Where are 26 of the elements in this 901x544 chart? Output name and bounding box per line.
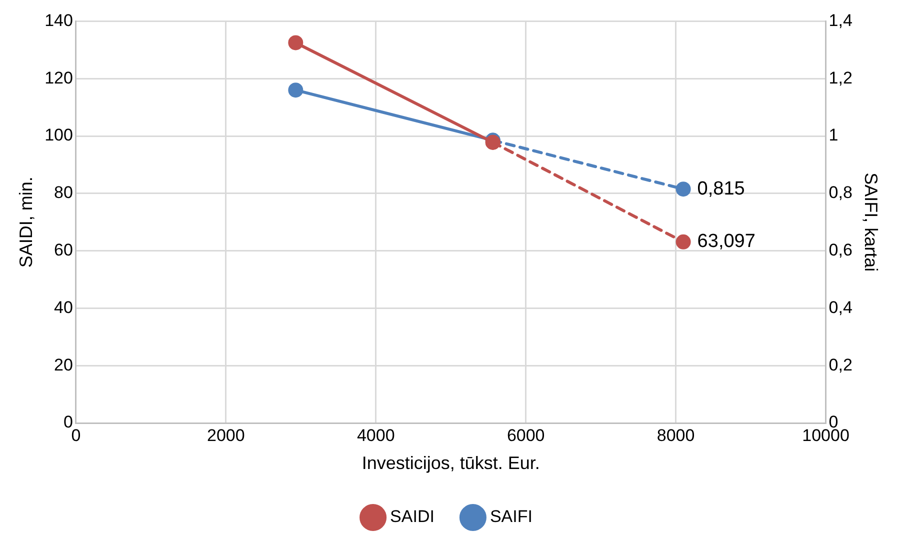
y2-tick-label: 0,8 [828, 183, 852, 202]
data-label: 63,097 [697, 231, 756, 252]
x-tick-label: 6000 [506, 426, 545, 445]
legend-label: SAIDI [390, 507, 434, 526]
legend-label: SAIFI [490, 507, 532, 526]
y2-tick-label: 1,2 [828, 68, 852, 88]
y-tick-label: 40 [54, 298, 73, 317]
y2-tick-label: 1 [828, 126, 838, 145]
y-axis-title: SAIDI, min. [16, 176, 36, 268]
y-tick-label: 100 [44, 126, 73, 145]
y2-axis-title: SAIFI, kartai [861, 172, 882, 272]
y-tick-label: 140 [44, 10, 73, 30]
y2-tick-label: 1,4 [828, 10, 852, 30]
x-tick-label: 4000 [356, 426, 395, 445]
y2-tick-label: 0,4 [828, 298, 852, 317]
y-tick-label: 80 [54, 183, 73, 202]
y-tick-label: 0 [63, 412, 73, 432]
y-tick-label: 60 [54, 240, 73, 260]
y-tick-label: 20 [54, 355, 73, 374]
x-axis-title: Investicijos, tūkst. Eur. [362, 453, 540, 474]
y2-tick-label: 0,2 [828, 355, 852, 374]
x-tick-label: 2000 [207, 426, 245, 445]
y-tick-label: 120 [44, 68, 73, 88]
data-label: 0,815 [697, 178, 745, 200]
y2-tick-label: 0,6 [828, 240, 852, 260]
x-tick-label: 8000 [656, 426, 695, 445]
